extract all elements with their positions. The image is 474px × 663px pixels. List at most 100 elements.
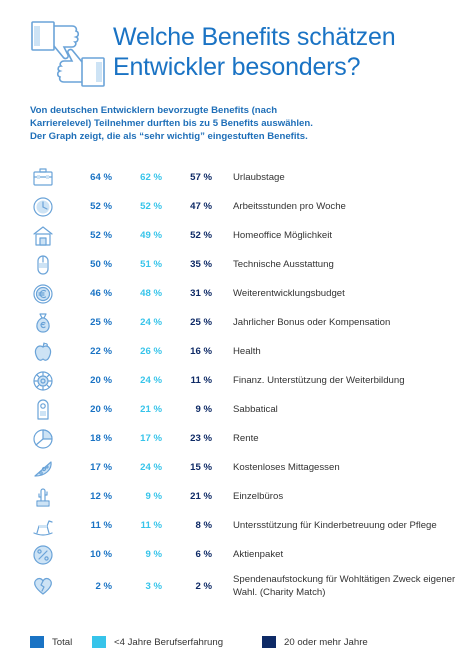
- legend: Total <4 Jahre Berufserfahrung 20 oder m…: [30, 636, 460, 652]
- value-total: 22 %: [90, 346, 112, 357]
- title-line-2: Entwickler besonders?: [113, 53, 361, 81]
- benefit-label: Aktienpaket: [233, 549, 284, 560]
- value-senior: 23 %: [190, 433, 212, 444]
- value-junior: 24 %: [140, 317, 162, 328]
- value-senior: 15 %: [190, 462, 212, 473]
- page-title: Welche Benefits schätzen Entwickler beso…: [113, 22, 463, 82]
- value-junior: 9 %: [145, 491, 162, 502]
- benefit-label: Homeoffice Möglichkeit: [233, 230, 333, 241]
- benefit-label: Kostenloses Mittagessen: [233, 462, 340, 473]
- suitcase-icon: [32, 167, 54, 189]
- value-senior: 11 %: [190, 375, 212, 386]
- table-row: 52 % 49 % 52 % Homeoffice Möglichkeit: [30, 221, 470, 250]
- value-total: 18 %: [90, 433, 112, 444]
- value-senior: 9 %: [195, 404, 212, 415]
- house-icon: [32, 225, 54, 247]
- value-total: 50 %: [90, 259, 112, 270]
- table-row: 12 % 9 % 21 % Einzelbüros: [30, 482, 470, 511]
- value-junior: 49 %: [140, 230, 162, 241]
- value-junior: 52 %: [140, 201, 162, 212]
- table-row: 22 % 26 % 16 % Health: [30, 337, 470, 366]
- value-senior: 47 %: [190, 201, 212, 212]
- benefit-label: Health: [233, 346, 261, 357]
- value-junior: 62 %: [140, 172, 162, 183]
- value-total: 20 %: [90, 404, 112, 415]
- clock-icon: [32, 196, 54, 218]
- benefit-label: Urlaubstage: [233, 172, 285, 183]
- euro-coin-icon: [32, 283, 54, 305]
- benefit-label: Einzelbüros: [233, 491, 284, 502]
- pie-icon: [32, 428, 54, 450]
- table-row: 46 % 48 % 31 % Weiterentwicklungsbudget: [30, 279, 470, 308]
- value-total: 11 %: [90, 520, 112, 531]
- table-row: 50 % 51 % 35 % Technische Ausstattung: [30, 250, 470, 279]
- pizza-icon: [32, 457, 54, 479]
- benefit-label: Weiterentwicklungsbudget: [233, 288, 345, 299]
- legend-item-total: Total: [30, 636, 72, 648]
- benefit-label: Spendenaufstockung für Wohltätigen Zweck…: [233, 574, 456, 598]
- value-junior: 17 %: [140, 433, 162, 444]
- legend-label-senior: 20 oder mehr Jahre: [284, 636, 368, 648]
- legend-item-senior: 20 oder mehr Jahre: [262, 636, 368, 648]
- value-total: 46 %: [90, 288, 112, 299]
- table-row: 10 % 9 % 6 % Aktienpaket: [30, 540, 470, 569]
- table-row: 2 % 3 % 2 % Spendenaufstockung für Wohltäti…: [30, 569, 470, 603]
- table-row: 52 % 52 % 47 % Arbeitsstunden pro Woche: [30, 192, 470, 221]
- value-junior: 3 %: [145, 580, 162, 592]
- table-row: 11 % 11 % 8 % Untersstützung für Kinderbetr…: [30, 511, 470, 540]
- value-senior: 25 %: [190, 317, 212, 328]
- value-junior: 9 %: [145, 549, 162, 560]
- value-junior: 51 %: [140, 259, 162, 270]
- legend-item-junior: <4 Jahre Berufserfahrung: [92, 636, 223, 648]
- table-row: 20 % 21 % 9 % Sabbatical: [30, 395, 470, 424]
- legend-swatch-total: [30, 636, 44, 648]
- value-junior: 24 %: [140, 375, 162, 386]
- value-senior: 21 %: [190, 491, 212, 502]
- percent-icon: [32, 544, 54, 566]
- apple-icon: [32, 341, 54, 363]
- legend-swatch-junior: [92, 636, 106, 648]
- value-senior: 35 %: [190, 259, 212, 270]
- table-row: 17 % 24 % 15 % Kostenloses Mittagessen: [30, 453, 470, 482]
- cactus-icon: [32, 486, 54, 508]
- value-senior: 57 %: [190, 172, 212, 183]
- value-total: 10 %: [90, 549, 112, 560]
- intro-line-1: Von deutschen Entwicklern bevorzugte Ben…: [30, 105, 278, 116]
- value-total: 52 %: [90, 230, 112, 241]
- door-hanger-icon: [32, 398, 54, 421]
- table-row: 20 % 24 % 11 % Finanz. Unterstützung der We…: [30, 366, 470, 395]
- title-line-1: Welche Benefits schätzen: [113, 23, 396, 51]
- value-senior: 6 %: [195, 549, 212, 560]
- gear-badge-icon: [32, 370, 54, 392]
- value-junior: 26 %: [140, 346, 162, 357]
- value-junior: 24 %: [140, 462, 162, 473]
- value-junior: 21 %: [140, 404, 162, 415]
- value-total: 20 %: [90, 375, 112, 386]
- value-total: 2 %: [95, 580, 112, 592]
- value-senior: 2 %: [195, 580, 212, 592]
- value-senior: 8 %: [195, 520, 212, 531]
- thumbs-icon: [31, 21, 105, 87]
- value-junior: 11 %: [140, 520, 162, 531]
- intro-line-2: Karrierelevel) Teilnehmer durften bis zu…: [30, 118, 313, 129]
- value-senior: 16 %: [190, 346, 212, 357]
- value-total: 17 %: [90, 462, 112, 473]
- value-total: 25 %: [90, 317, 112, 328]
- benefits-table: 64 % 62 % 57 % Urlaubstage 52 % 52 % 47 % Arbei…: [30, 163, 470, 603]
- value-total: 12 %: [90, 491, 112, 502]
- intro-text: Von deutschen Entwicklern bevorzugte Ben…: [30, 104, 450, 143]
- legend-swatch-senior: [262, 636, 276, 648]
- benefit-label: Arbeitsstunden pro Woche: [233, 201, 346, 212]
- table-row: 25 % 24 % 25 % Jahrlicher Bonus oder Kompen…: [30, 308, 470, 337]
- benefit-label: Untersstützung für Kinderbetreuung oder …: [233, 520, 437, 531]
- value-senior: 52 %: [190, 230, 212, 241]
- benefit-label: Jahrlicher Bonus oder Kompensation: [233, 317, 391, 328]
- broken-heart-icon: [32, 575, 54, 597]
- value-total: 52 %: [90, 201, 112, 212]
- mouse-icon: [32, 254, 54, 276]
- benefit-label: Sabbatical: [233, 404, 278, 415]
- benefit-label: Technische Ausstattung: [233, 259, 334, 270]
- value-total: 64 %: [90, 172, 112, 183]
- benefit-label: Rente: [233, 433, 259, 444]
- table-row: 18 % 17 % 23 % Rente: [30, 424, 470, 453]
